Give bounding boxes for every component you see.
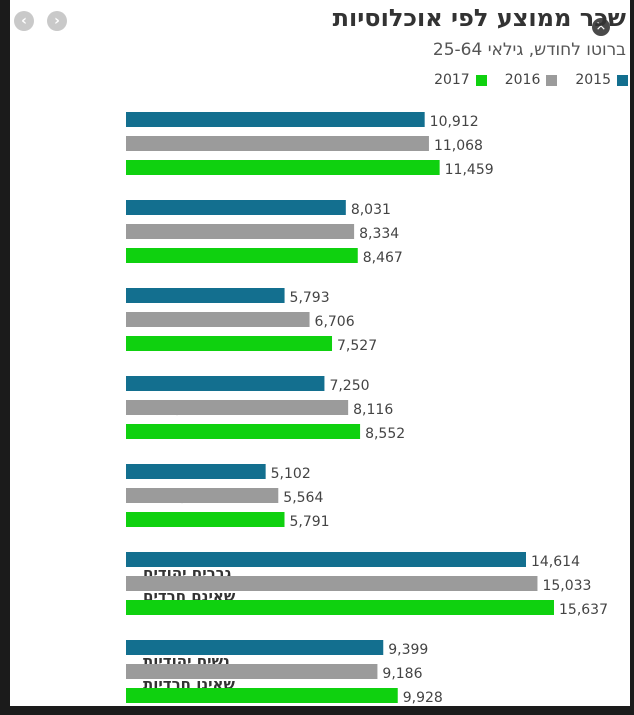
legend-label-2016: 2016 bbox=[504, 72, 541, 88]
bar-2017 bbox=[126, 600, 554, 615]
legend-label-2017: 2017 bbox=[434, 72, 470, 88]
data-label-2015: 9,399 bbox=[388, 642, 428, 658]
data-label-2015: 14,614 bbox=[531, 554, 580, 570]
chart-frame: ‹ › × שכר ממוצע לפי אוכלוסיות ברוטו לחוד… bbox=[10, 0, 630, 706]
bar-2016 bbox=[126, 576, 538, 591]
legend-swatch-2015 bbox=[617, 74, 628, 86]
legend-swatch-2016 bbox=[546, 74, 558, 86]
data-label-2017: 7,527 bbox=[337, 338, 377, 354]
legend-swatch-2017 bbox=[475, 74, 487, 86]
legend-item-2016: 2016 bbox=[505, 72, 558, 88]
bar-2016 bbox=[126, 488, 279, 503]
bar-2016 bbox=[126, 136, 429, 151]
bar-2015 bbox=[126, 376, 325, 391]
bar-2016 bbox=[126, 224, 355, 239]
bar-2017 bbox=[126, 424, 361, 439]
bar-2017 bbox=[126, 688, 398, 703]
data-label-2016: 8,116 bbox=[353, 402, 393, 418]
bar-2016 bbox=[126, 312, 310, 327]
data-label-2015: 5,102 bbox=[271, 466, 311, 482]
data-label-2016: 6,706 bbox=[315, 314, 355, 330]
bar-2015 bbox=[126, 640, 384, 655]
data-label-2017: 8,552 bbox=[365, 426, 405, 442]
chart-title: שכר ממוצע לפי אוכלוסיות bbox=[332, 4, 626, 32]
data-label-2017: 9,928 bbox=[403, 690, 443, 706]
data-label-2015: 8,031 bbox=[351, 202, 391, 218]
legend-item-2017: 2017 bbox=[434, 72, 487, 88]
bar-2015 bbox=[126, 200, 346, 215]
data-label-2016: 15,033 bbox=[542, 578, 591, 594]
chart-legend: 2017 2016 2015 bbox=[434, 72, 628, 88]
data-label-2017: 15,637 bbox=[559, 602, 608, 618]
legend-item-2015: 2015 bbox=[575, 72, 628, 88]
bar-2015 bbox=[126, 112, 425, 127]
next-arrow-icon[interactable]: › bbox=[47, 11, 67, 31]
bar-2016 bbox=[126, 664, 378, 679]
close-icon[interactable]: × bbox=[592, 18, 610, 36]
data-label-2015: 10,912 bbox=[430, 114, 479, 130]
bar-2015 bbox=[126, 552, 526, 567]
data-label-2016: 9,186 bbox=[382, 666, 422, 682]
bar-2017 bbox=[126, 160, 440, 175]
previous-arrow-icon[interactable]: ‹ bbox=[14, 11, 34, 31]
bar-2016 bbox=[126, 400, 349, 415]
bar-2015 bbox=[126, 464, 266, 479]
data-label-2016: 8,334 bbox=[359, 226, 399, 242]
chart-subtitle: ברוטו לחודש, גילאי 25-64 bbox=[432, 40, 626, 60]
bar-2015 bbox=[126, 288, 285, 303]
data-label-2017: 11,459 bbox=[445, 162, 494, 178]
data-label-2016: 5,564 bbox=[283, 490, 323, 506]
bar-2017 bbox=[126, 248, 358, 263]
bar-2017 bbox=[126, 512, 285, 527]
bar-2017 bbox=[126, 336, 333, 351]
legend-label-2015: 2015 bbox=[575, 72, 611, 88]
data-label-2017: 8,467 bbox=[363, 250, 403, 266]
data-label-2015: 5,793 bbox=[290, 290, 330, 306]
data-label-2016: 11,068 bbox=[434, 138, 483, 154]
data-label-2015: 7,250 bbox=[329, 378, 369, 394]
data-label-2017: 5,791 bbox=[290, 514, 330, 530]
